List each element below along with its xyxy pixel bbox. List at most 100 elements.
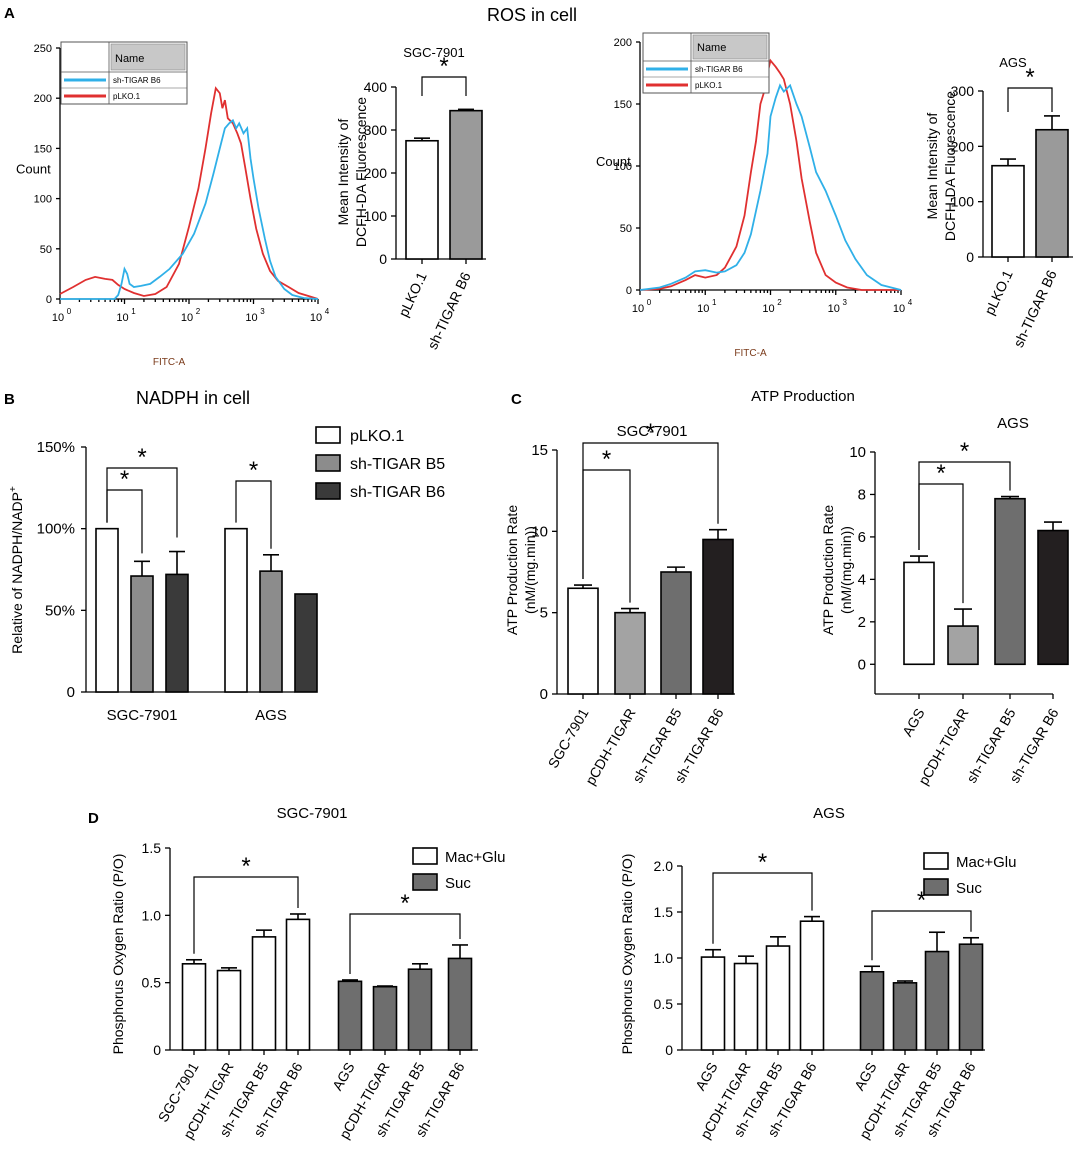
bar_c1-sig-bracket bbox=[582, 469, 631, 603]
bar_c2-y-tick-label: 4 bbox=[858, 571, 866, 588]
bar_d1-title: SGC-7901 bbox=[277, 805, 348, 822]
flow1-y-label: Count bbox=[16, 162, 51, 177]
bar_c1-y-tick-label: 5 bbox=[540, 605, 548, 622]
flow1-y-tick-label: 100 bbox=[34, 194, 52, 206]
flow2-x-tick-label: 10 bbox=[697, 303, 709, 315]
bar_d2-bar bbox=[859, 970, 885, 1051]
bar_d2-bar bbox=[700, 956, 726, 1051]
bar_b-y-tick-label: 150% bbox=[37, 439, 75, 456]
bar_d1-sig-bracket-star: * bbox=[241, 853, 250, 880]
bar_a2-y-tick-label: 200 bbox=[951, 138, 975, 154]
flow2-x-tick-exponent: 4 bbox=[908, 298, 913, 307]
bar_b-title: NADPH in cell bbox=[136, 388, 250, 408]
flow2-x-tick-label: 10 bbox=[762, 303, 774, 315]
y-label-superscript: + bbox=[8, 486, 19, 492]
bar_a2-y-tick-label: 300 bbox=[951, 83, 975, 99]
bar_c1-sig-bracket-star: * bbox=[602, 446, 611, 473]
bar_d1-y-label: Phosphorus Oxygen Ratio (P/O) bbox=[110, 854, 126, 1055]
bar_c2-bar bbox=[994, 497, 1026, 666]
flow2-x-tick-exponent: 0 bbox=[647, 298, 652, 307]
bar_c2-y-label: ATP Production Rate bbox=[820, 505, 836, 635]
bar_d2-legend-item: Mac+Glu bbox=[956, 854, 1016, 871]
flow1-x-tick-label: 10 bbox=[245, 312, 257, 324]
bar_a1-y-tick-label: 100 bbox=[364, 208, 388, 224]
bar_d1-bar bbox=[216, 969, 242, 1051]
flow1-x-tick-exponent: 0 bbox=[67, 307, 72, 316]
bar_c2-y-tick-label: 6 bbox=[858, 529, 866, 546]
bar_a1-y-label: Mean Intensity of bbox=[335, 119, 351, 226]
bar_c2-y-tick-label: 0 bbox=[858, 656, 866, 673]
bar_d2-sig-bracket bbox=[871, 910, 972, 961]
flow1-x-tick-exponent: 1 bbox=[131, 307, 136, 316]
bar_c1-sig-bracket bbox=[582, 442, 719, 580]
bar_b-legend-swatch bbox=[315, 426, 341, 444]
bar_a2-title: AGS bbox=[999, 55, 1027, 70]
flow1-y-tick-label: 250 bbox=[34, 43, 52, 55]
bar_b-y-tick-label: 50% bbox=[45, 602, 75, 619]
bar_c2-x-tick-label: AGS bbox=[899, 706, 928, 740]
bar_b-legend-item: pLKO.1 bbox=[350, 428, 404, 445]
panel-letter-d: D bbox=[88, 810, 99, 827]
flow2-series-plko-1 bbox=[639, 58, 901, 291]
bar_b-sig-bracket-star: * bbox=[137, 444, 146, 471]
bar_c2-y-tick-label: 8 bbox=[858, 486, 866, 503]
bar_a2-bar bbox=[991, 164, 1025, 258]
bar_d2-bar bbox=[733, 962, 759, 1051]
bar_c1-y-label: (nM/(mg.min)) bbox=[522, 526, 538, 614]
bar_c2-title: AGS bbox=[997, 415, 1029, 432]
bar_c2-sig-bracket-star: * bbox=[960, 438, 969, 465]
bar_d2-x-tick-label: AGS bbox=[851, 1060, 880, 1094]
bar_c2-bar bbox=[1037, 529, 1069, 666]
bar_b-x-tick-label: SGC-7901 bbox=[107, 707, 178, 724]
bar_d2-bar bbox=[799, 920, 825, 1051]
bar_d2-sig-bracket-star: * bbox=[758, 849, 767, 876]
flow2-series-sh-tigar-b6 bbox=[639, 83, 902, 291]
flow1-x-tick-exponent: 2 bbox=[196, 307, 201, 316]
bar_b-x-tick-label: AGS bbox=[255, 707, 287, 724]
bar_d2-y-label: Phosphorus Oxygen Ratio (P/O) bbox=[619, 854, 635, 1055]
bar_b-sig-bracket-star: * bbox=[249, 457, 258, 484]
bar_b-legend-swatch bbox=[315, 482, 341, 500]
bar_a2-x-tick-label: pLKO.1 bbox=[981, 267, 1016, 317]
bar_c1-y-tick-label: 0 bbox=[540, 686, 548, 703]
bar_c1-sig-bracket-star: * bbox=[646, 419, 655, 446]
bar_d2-y-tick-label: 2.0 bbox=[654, 858, 674, 874]
bar_a1-x-tick-label: sh-TIGAR B6 bbox=[424, 269, 474, 351]
bar_c2-y-tick-label: 2 bbox=[858, 614, 866, 631]
bar_d1-sig-bracket-star: * bbox=[400, 890, 409, 917]
flow1-x-tick-label: 10 bbox=[116, 312, 128, 324]
flow1-x-tick-label: 10 bbox=[181, 312, 193, 324]
bar_b-y-tick-label: 0 bbox=[67, 684, 75, 701]
flow1-legend-header: Name bbox=[115, 53, 144, 65]
bar_a1-sig-bracket-star: * bbox=[439, 53, 448, 80]
bar_d1-sig-bracket bbox=[349, 913, 461, 974]
bar_d1-y-tick-label: 0 bbox=[153, 1042, 161, 1058]
panel-letter-a: A bbox=[4, 5, 15, 22]
bar_b-bar bbox=[130, 575, 154, 693]
bar_b-sig-bracket-star: * bbox=[120, 466, 129, 493]
bar_c1-y-tick-label: 10 bbox=[531, 523, 548, 540]
flow1-x-label: FITC-A bbox=[153, 357, 186, 368]
flow2-x-label: FITC-A bbox=[734, 348, 767, 359]
bar_a2-y-tick-label: 0 bbox=[966, 249, 974, 265]
flow1-y-tick-label: 0 bbox=[46, 294, 52, 306]
bar_b-bar bbox=[165, 573, 189, 693]
bar_d1-bar bbox=[251, 936, 277, 1051]
bar_c1-y-label: ATP Production Rate bbox=[504, 505, 520, 635]
bar_c2-sig-bracket bbox=[918, 461, 1011, 551]
bar_a1-y-tick-label: 400 bbox=[364, 79, 388, 95]
bar_d2-y-tick-label: 0 bbox=[665, 1042, 673, 1058]
flow2-y-label: Count bbox=[596, 154, 631, 169]
bar_d2-y-tick-label: 1.5 bbox=[654, 904, 674, 920]
bar_a1-x-tick-label: pLKO.1 bbox=[395, 269, 430, 319]
flow2-y-tick-label: 100 bbox=[614, 161, 632, 173]
bar_a1-y-label: DCFH-DA Fluorescence bbox=[353, 97, 369, 247]
bar_d1-y-tick-label: 1.5 bbox=[142, 840, 162, 856]
bar_a1-y-tick-label: 200 bbox=[364, 165, 388, 181]
chart-layer: 050100150200250100101102103104CountFITC-… bbox=[8, 32, 1073, 1142]
bar_c-group-title: ATP Production bbox=[751, 388, 855, 405]
flow2-x-tick-label: 10 bbox=[828, 303, 840, 315]
bar_c2-bar bbox=[903, 561, 935, 666]
bar_d2-title: AGS bbox=[813, 805, 845, 822]
flow1-y-tick-label: 50 bbox=[40, 244, 52, 256]
